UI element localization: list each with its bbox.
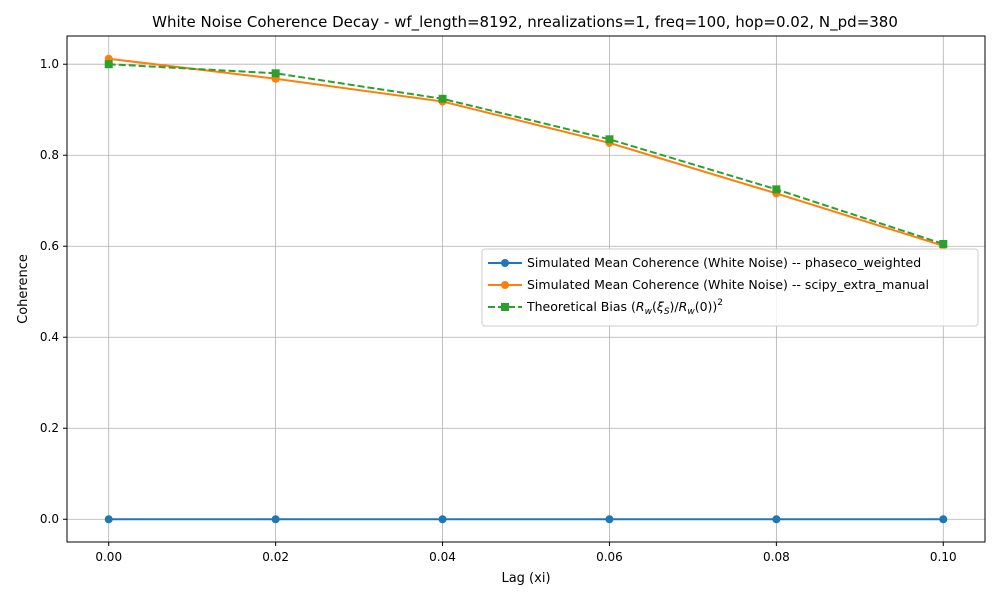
legend: Simulated Mean Coherence (White Noise) -… [481,248,979,327]
axis-ticks: 0.00 0.02 0.04 0.06 0.08 0.10 0.0 0.2 0.4 0.6 0.8 1… [40,57,957,564]
series-lines [104,54,948,524]
legend-entry: Theoretical Bias (Rw(ξS)/Rw(0))2 [488,298,723,317]
y-tick-label: 0.6 [40,239,59,253]
series-line [108,57,944,247]
plot-frame [66,35,986,543]
legend-marker [501,259,509,267]
x-tick-label: 0.10 [930,550,957,564]
legend-label: Theoretical Bias (Rw(ξS)/Rw(0))2 [526,298,723,317]
data-point [438,515,447,524]
x-tick-label: 0.08 [763,550,790,564]
x-tick-label: 0.00 [95,550,122,564]
data-point [939,515,948,524]
data-point [605,135,614,144]
x-tick-label: 0.06 [596,550,623,564]
x-axis-label: Lag (xi) [501,571,550,586]
series-line [108,63,944,245]
x-tick-label: 0.02 [262,550,289,564]
legend-marker [501,303,509,311]
series-1 [104,515,948,524]
data-point [772,185,781,194]
legend-entry: Simulated Mean Coherence (White Noise) -… [488,255,921,270]
x-tick-label: 0.04 [429,550,456,564]
chart-title: White Noise Coherence Decay - wf_length=… [152,13,898,32]
series-3 [104,60,948,248]
data-point [271,515,280,524]
y-tick-label: 1.0 [40,57,59,71]
legend-marker [501,281,509,289]
legend-entry: Simulated Mean Coherence (White Noise) -… [488,277,929,292]
y-tick-label: 0.2 [40,421,59,435]
y-tick-label: 0.4 [40,330,59,344]
data-point [939,239,948,248]
legend-label: Simulated Mean Coherence (White Noise) -… [527,277,929,292]
data-point [104,515,113,524]
data-point [271,69,280,78]
y-tick-label: 0.8 [40,148,59,162]
data-point [605,515,614,524]
series-2 [104,54,948,250]
data-point [772,515,781,524]
data-point [438,94,447,103]
legend-label: Simulated Mean Coherence (White Noise) -… [527,255,921,270]
legend-box [481,248,979,327]
data-point [104,60,113,69]
y-axis-label: Coherence [16,254,31,324]
y-tick-label: 0.0 [40,512,59,526]
